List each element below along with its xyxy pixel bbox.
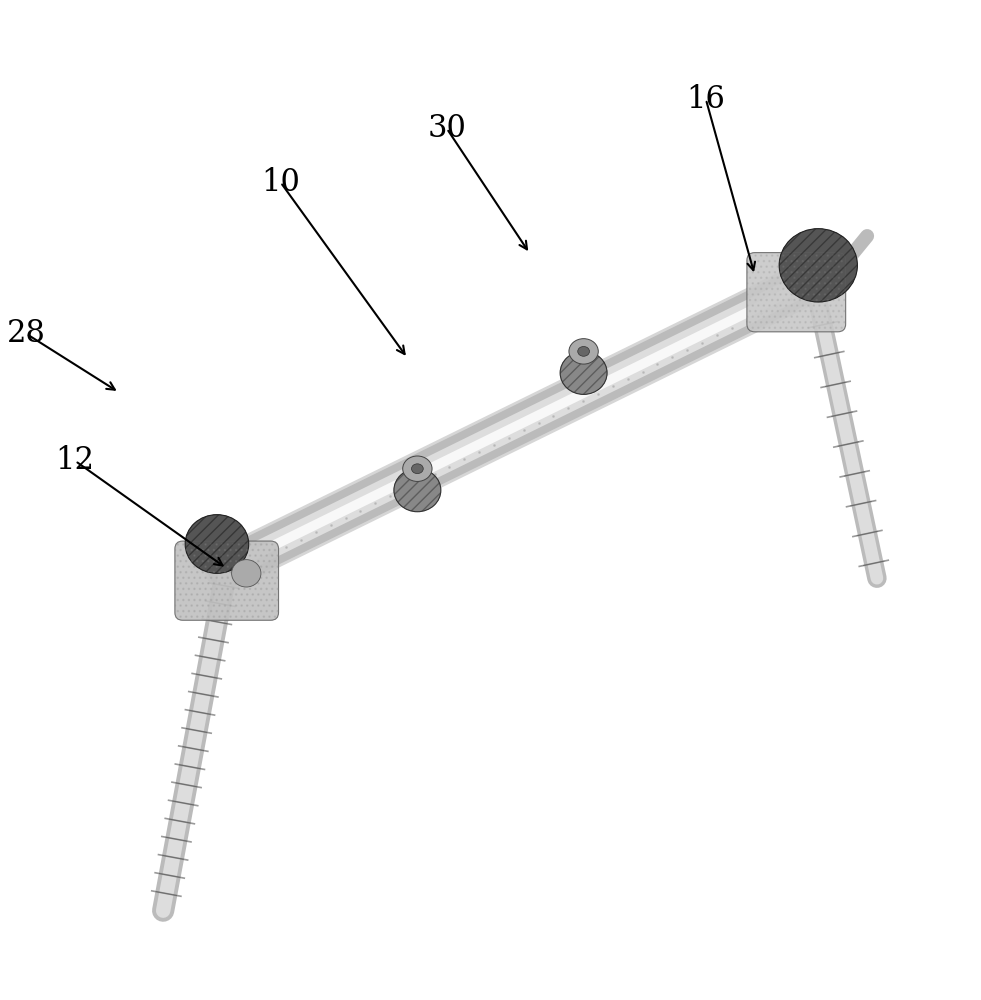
FancyBboxPatch shape — [175, 541, 279, 620]
Ellipse shape — [185, 515, 249, 573]
Ellipse shape — [232, 560, 261, 587]
Ellipse shape — [578, 346, 590, 356]
Ellipse shape — [560, 351, 607, 394]
Text: 16: 16 — [687, 84, 725, 115]
Ellipse shape — [411, 464, 423, 474]
Ellipse shape — [403, 456, 432, 481]
Text: 28: 28 — [7, 318, 46, 349]
Text: 30: 30 — [428, 113, 466, 144]
Ellipse shape — [569, 339, 598, 364]
Ellipse shape — [779, 229, 857, 302]
Text: 10: 10 — [261, 167, 300, 198]
Text: 12: 12 — [56, 445, 94, 476]
Ellipse shape — [394, 469, 440, 512]
FancyBboxPatch shape — [747, 253, 846, 332]
